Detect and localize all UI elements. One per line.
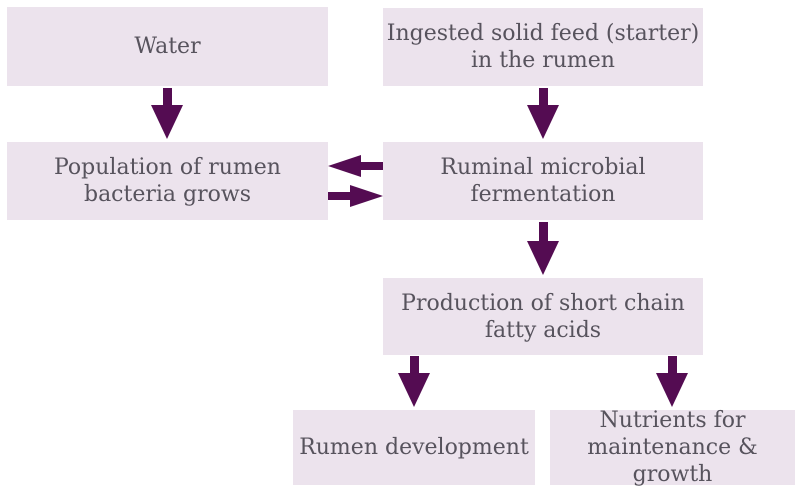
node-fermentation: Ruminal microbial fermentation xyxy=(383,142,703,220)
arrow-down-icon xyxy=(656,356,688,407)
node-water-label: Water xyxy=(134,34,201,59)
arrow-head xyxy=(151,105,183,139)
arrow-head xyxy=(398,373,430,407)
arrow-stem xyxy=(667,356,677,373)
arrow-head xyxy=(328,155,361,177)
arrow-stem xyxy=(328,192,350,200)
arrow-head xyxy=(527,105,559,139)
node-nutrients: Nutrients for maintenance & growth xyxy=(550,408,795,487)
node-population-label: Population of rumen bacteria grows xyxy=(54,155,281,207)
node-population: Population of rumen bacteria grows xyxy=(7,142,328,220)
arrow-head xyxy=(350,185,383,207)
arrow-down-icon xyxy=(398,356,430,407)
arrow-head xyxy=(527,241,559,275)
arrow-head xyxy=(656,373,688,407)
arrow-left-icon xyxy=(328,155,383,177)
node-rumen-development-label: Rumen development xyxy=(299,435,529,460)
arrow-stem xyxy=(361,162,383,170)
arrow-stem xyxy=(162,88,172,105)
node-production-label: Production of short chain fatty acids xyxy=(401,290,685,343)
arrow-stem xyxy=(409,356,419,373)
arrow-right-icon xyxy=(328,185,383,207)
node-production: Production of short chain fatty acids xyxy=(383,278,703,355)
node-water: Water xyxy=(7,7,328,86)
arrow-down-icon xyxy=(151,88,183,139)
node-fermentation-label: Ruminal microbial fermentation xyxy=(440,155,646,207)
arrow-down-icon xyxy=(527,222,559,275)
arrow-down-icon xyxy=(527,88,559,139)
node-ingested-feed: Ingested solid feed (starter) in the rum… xyxy=(383,8,703,86)
node-ingested-feed-label: Ingested solid feed (starter) in the rum… xyxy=(386,21,700,73)
node-nutrients-label: Nutrients for maintenance & growth xyxy=(587,408,758,487)
arrow-stem xyxy=(538,222,548,241)
arrow-stem xyxy=(538,88,548,105)
node-rumen-development: Rumen development xyxy=(293,410,535,485)
